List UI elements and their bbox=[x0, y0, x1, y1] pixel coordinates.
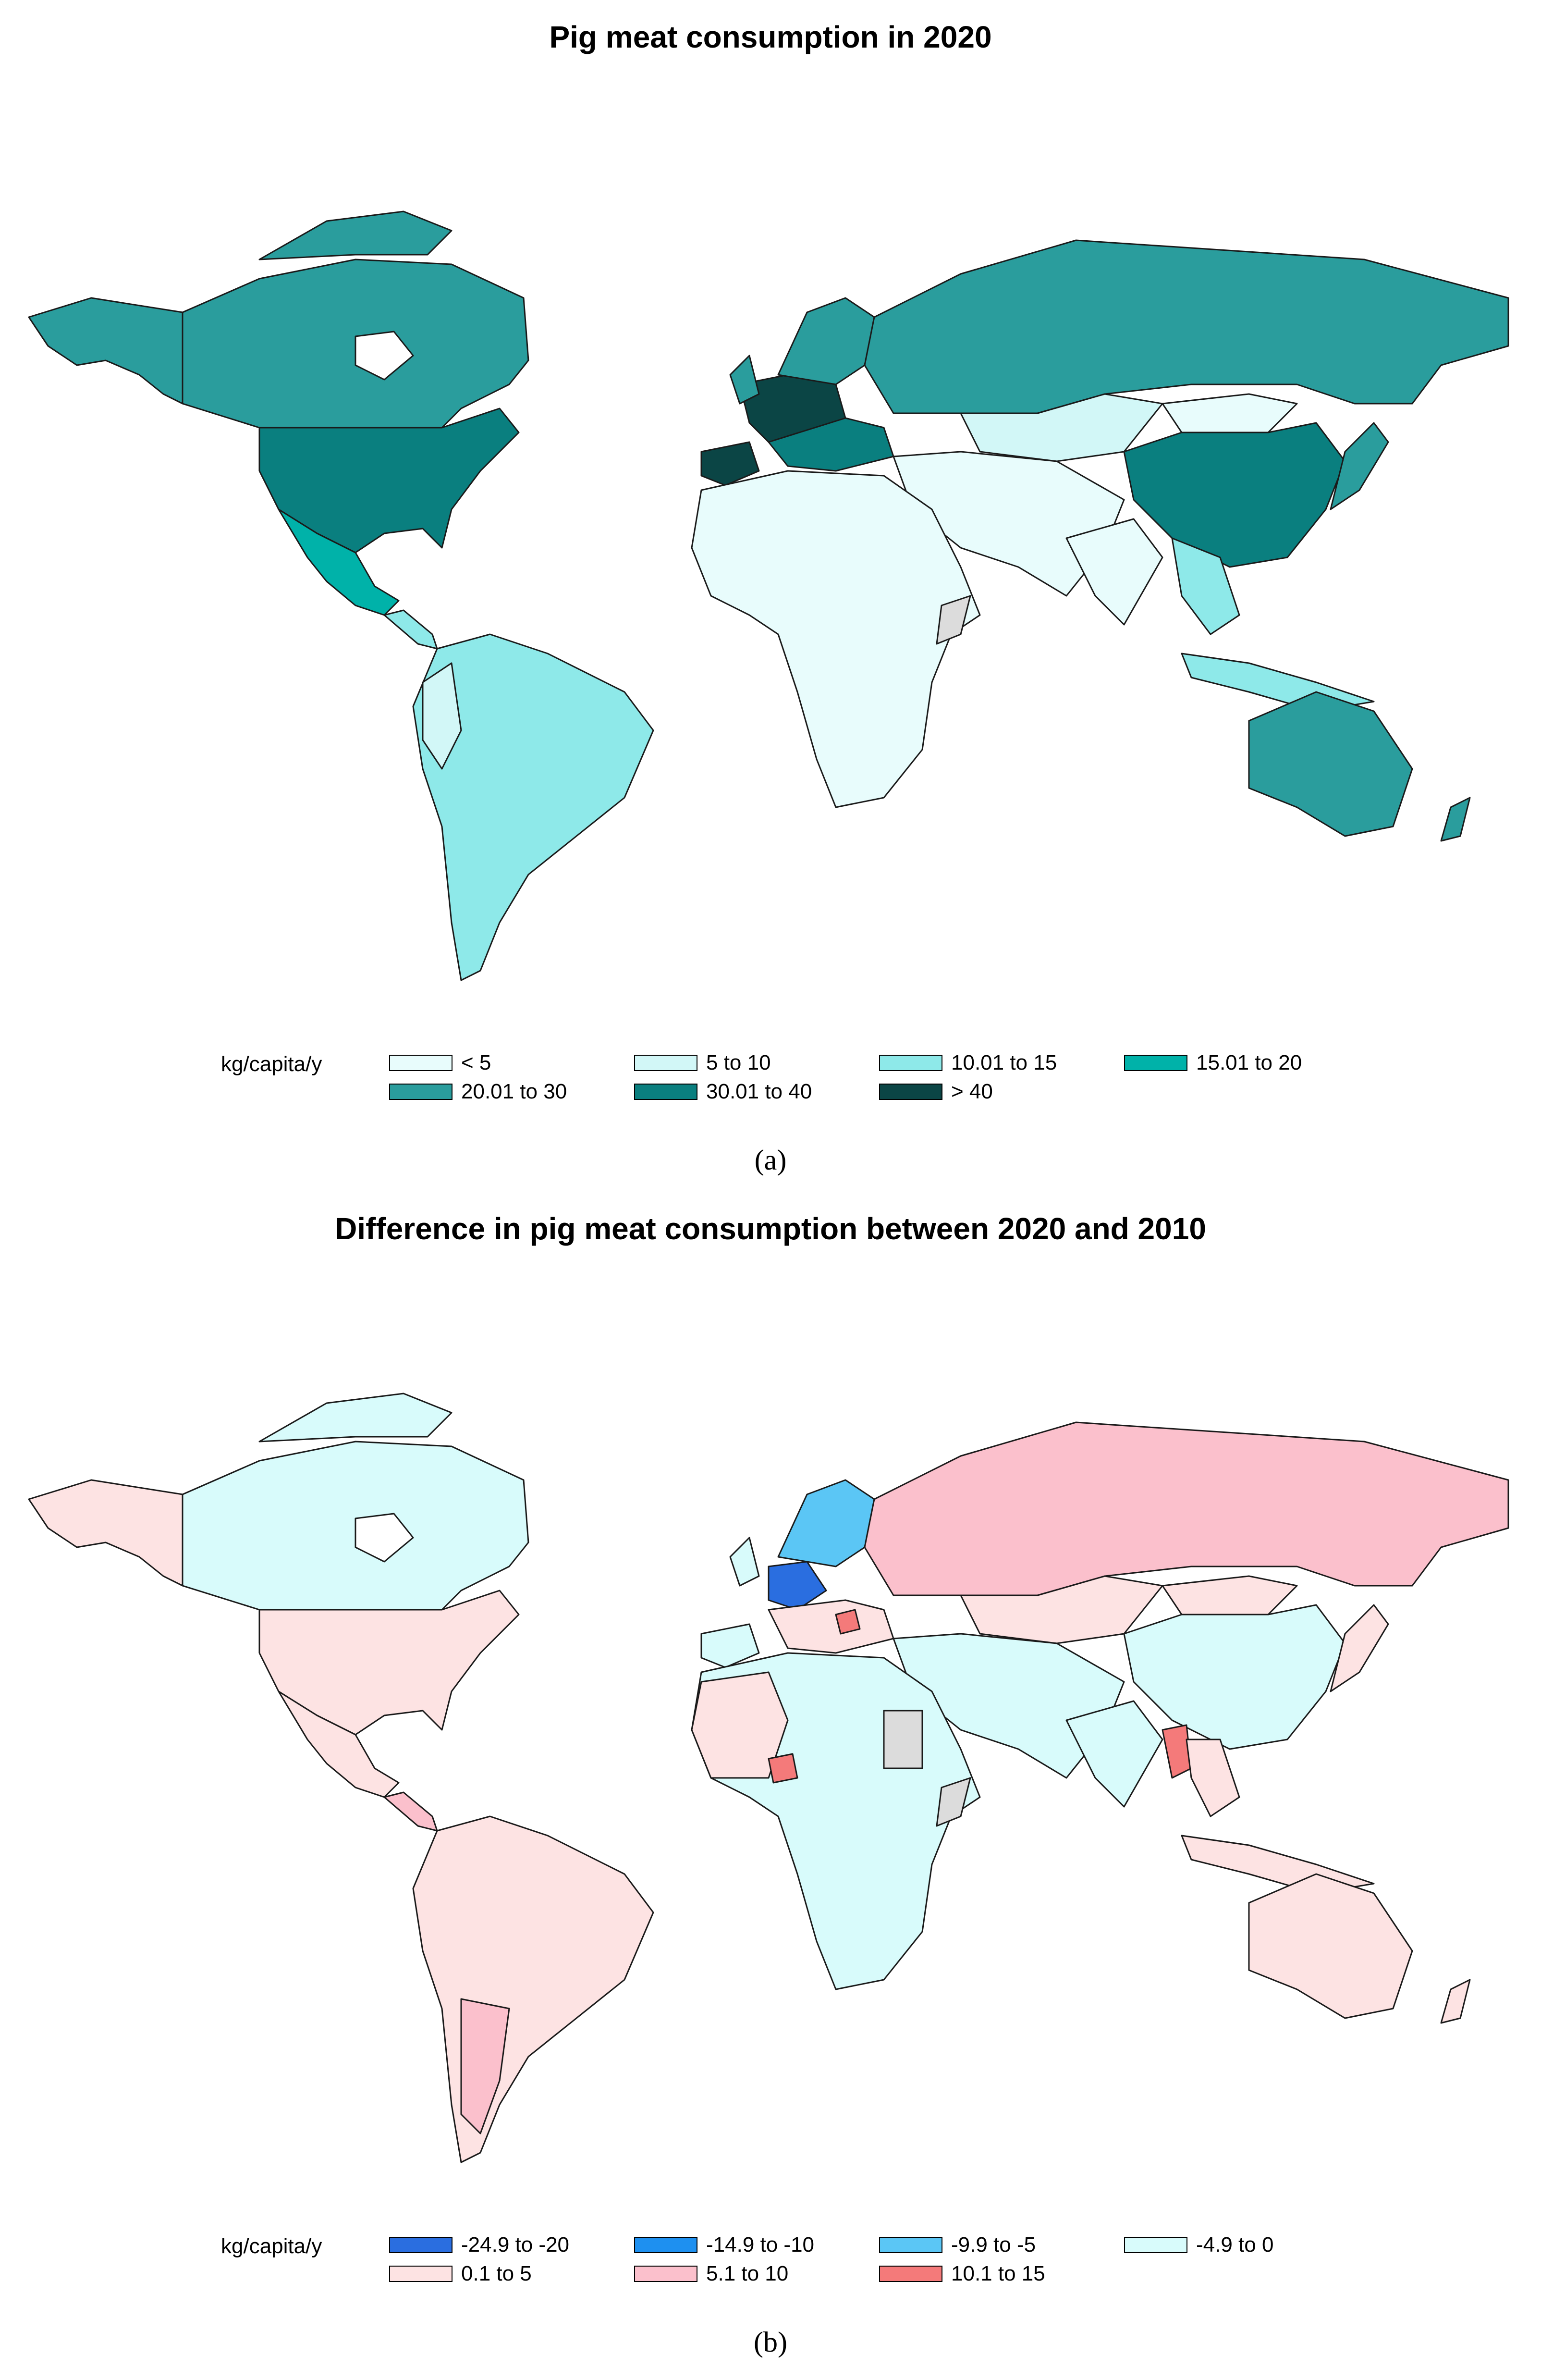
map-a-legend-label: 20.01 to 30 bbox=[461, 1080, 567, 1103]
map-b-legend-swatch bbox=[634, 2237, 697, 2253]
map-a-legend-label: 30.01 to 40 bbox=[706, 1080, 812, 1103]
region-alaska bbox=[28, 297, 183, 405]
map-a-legend-swatch bbox=[1124, 1055, 1187, 1071]
map-b-world bbox=[28, 1393, 1509, 2163]
map-a-legend-swatch bbox=[389, 1084, 453, 1100]
map-b-legend-item: 10.1 to 15 bbox=[879, 2262, 1045, 2285]
map-a-legend-swatch bbox=[879, 1055, 942, 1071]
map-b-legend-item: -14.9 to -10 bbox=[634, 2233, 815, 2257]
map-b-legend-swatch bbox=[879, 2266, 942, 2282]
region-arctic-islands bbox=[258, 1393, 453, 1443]
map-a-legend-item: 5 to 10 bbox=[634, 1051, 771, 1074]
map-a-legend-swatch bbox=[634, 1084, 697, 1100]
region-central-asia bbox=[960, 393, 1163, 462]
region-russia bbox=[864, 1421, 1509, 1596]
region-africa bbox=[691, 470, 981, 808]
map-b-legend-label: 10.1 to 15 bbox=[951, 2262, 1045, 2285]
caption-a: (a) bbox=[754, 1144, 787, 1176]
region-central-america bbox=[383, 609, 438, 650]
region-mexico bbox=[278, 1690, 400, 1798]
map-b-legend-swatch bbox=[879, 2237, 942, 2253]
region-russia bbox=[864, 239, 1509, 414]
region-china bbox=[1123, 422, 1346, 568]
map-a-legend-swatch bbox=[634, 1055, 697, 1071]
region-myanmar bbox=[1162, 1724, 1192, 1779]
region-mongolia bbox=[1162, 1575, 1298, 1615]
region-new-zealand bbox=[1440, 1979, 1471, 2024]
region-iberia bbox=[700, 1623, 760, 1668]
map-b-legend-label: 5.1 to 10 bbox=[706, 2262, 789, 2285]
region-arctic-islands bbox=[258, 210, 453, 260]
region-japan bbox=[1330, 422, 1389, 510]
map-b-legend-item: -24.9 to -20 bbox=[389, 2233, 570, 2257]
region-uk bbox=[729, 1537, 760, 1587]
region-china bbox=[1123, 1604, 1346, 1750]
region-hudson-bay bbox=[355, 1513, 414, 1563]
region-argentina bbox=[460, 1998, 510, 2134]
region-europe bbox=[768, 1599, 894, 1654]
region-australia bbox=[1248, 1873, 1413, 2019]
map-b-legend-label: -14.9 to -10 bbox=[706, 2233, 815, 2257]
region-central-europe bbox=[768, 1561, 827, 1611]
map-b-legend-swatch bbox=[634, 2266, 697, 2282]
map-a-legend-label: 5 to 10 bbox=[706, 1051, 771, 1074]
map-b-legend-label: -4.9 to 0 bbox=[1196, 2233, 1274, 2257]
region-se-asia bbox=[1186, 1739, 1240, 1817]
map-a-legend-item: 10.01 to 15 bbox=[879, 1051, 1057, 1074]
region-west-africa bbox=[691, 1671, 789, 1779]
map-a-legend-label: 10.01 to 15 bbox=[951, 1051, 1057, 1074]
map-b-legend-swatch bbox=[1124, 2237, 1187, 2253]
region-se-asia bbox=[1171, 537, 1240, 635]
map-a-legend-label: > 40 bbox=[951, 1080, 993, 1103]
region-nigeria bbox=[768, 1753, 798, 1784]
region-somalia bbox=[936, 595, 971, 645]
region-iberia bbox=[700, 441, 760, 486]
legend-a-unit: kg/capita/y bbox=[221, 1052, 322, 1076]
map-b-title: Difference in pig meat consumption betwe… bbox=[335, 1211, 1206, 1246]
region-mexico bbox=[278, 508, 400, 616]
map-b-legend-item: -4.9 to 0 bbox=[1124, 2233, 1274, 2257]
region-south-america-west bbox=[422, 662, 462, 770]
map-b-legend-label: -9.9 to -5 bbox=[951, 2233, 1036, 2257]
region-south-america bbox=[412, 633, 654, 981]
map-a-legend-swatch bbox=[879, 1084, 942, 1100]
map-b-legend-swatch bbox=[389, 2266, 453, 2282]
map-b-legend-swatch bbox=[389, 2237, 453, 2253]
map-b-legend-label: 0.1 to 5 bbox=[461, 2262, 532, 2285]
map-a-legend-item: 20.01 to 30 bbox=[389, 1080, 567, 1103]
region-south-america bbox=[412, 1815, 654, 2163]
map-a-legend-item: 30.01 to 40 bbox=[634, 1080, 812, 1103]
region-japan bbox=[1330, 1604, 1389, 1692]
map-a-legend-label: 15.01 to 20 bbox=[1196, 1051, 1302, 1074]
map-a-legend-label: < 5 bbox=[461, 1051, 491, 1074]
region-hudson-bay bbox=[355, 331, 414, 381]
map-b-legend-item: 0.1 to 5 bbox=[389, 2262, 532, 2285]
region-uk bbox=[729, 355, 760, 405]
region-serbia bbox=[835, 1609, 861, 1635]
map-a-legend-item: 15.01 to 20 bbox=[1124, 1051, 1302, 1074]
region-alaska bbox=[28, 1479, 183, 1587]
region-scandinavia bbox=[777, 297, 875, 385]
legend-b-unit: kg/capita/y bbox=[221, 2234, 322, 2258]
map-b-legend-label: -24.9 to -20 bbox=[461, 2233, 570, 2257]
region-australia bbox=[1248, 691, 1413, 837]
map-a-legend-swatch bbox=[389, 1055, 453, 1071]
map-a-legend-item: > 40 bbox=[879, 1080, 993, 1103]
map-b-legend-item: -9.9 to -5 bbox=[879, 2233, 1036, 2257]
caption-b: (b) bbox=[754, 2326, 787, 2358]
region-scandinavia bbox=[777, 1479, 875, 1567]
region-india bbox=[1065, 518, 1163, 626]
region-somalia bbox=[936, 1777, 971, 1827]
region-central-america bbox=[383, 1791, 438, 1832]
region-india bbox=[1065, 1700, 1163, 1808]
region-sudan bbox=[883, 1710, 923, 1769]
region-central-asia bbox=[960, 1575, 1163, 1644]
map-a-world bbox=[28, 210, 1509, 981]
region-mongolia bbox=[1162, 393, 1298, 433]
map-b-legend-item: 5.1 to 10 bbox=[634, 2262, 789, 2285]
map-a-legend-item: < 5 bbox=[389, 1051, 491, 1074]
region-new-zealand bbox=[1440, 797, 1471, 842]
map-a-title: Pig meat consumption in 2020 bbox=[549, 20, 992, 54]
